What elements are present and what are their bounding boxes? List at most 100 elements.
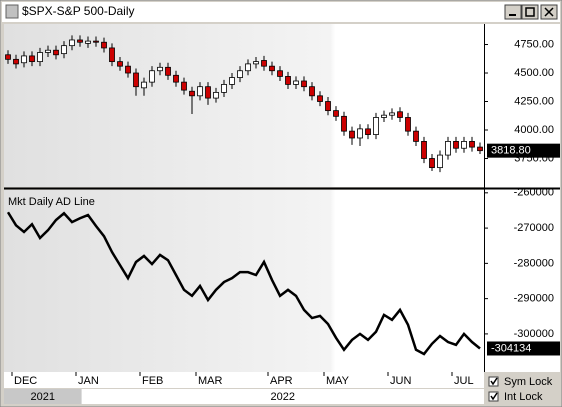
candle-body [389, 112, 395, 116]
ad-line [6, 211, 481, 356]
candle-body [221, 84, 227, 93]
candle-body [405, 117, 411, 132]
last-value-box [487, 341, 560, 356]
candle-body [301, 80, 307, 88]
candle-body [445, 141, 451, 156]
candle-body [341, 115, 347, 132]
x-tick-label: MAR [198, 375, 223, 387]
close-glyph [544, 7, 554, 17]
x-axis [4, 372, 484, 388]
ad-panel [4, 190, 484, 372]
candle-body [229, 77, 235, 85]
candle-body [93, 40, 99, 43]
candle-body [477, 146, 483, 152]
candle-body [117, 61, 123, 67]
x-tick-label: JUN [390, 375, 411, 387]
candle-body [197, 86, 203, 97]
candle-body [309, 86, 315, 97]
last-value-label: -304134 [491, 342, 531, 354]
candle-body [37, 52, 43, 63]
y-tick-label: -260000 [514, 187, 554, 199]
candle-body [5, 54, 11, 60]
candle-body [69, 39, 75, 47]
candle-body [397, 111, 403, 118]
candle-body [349, 130, 355, 139]
candle-body [453, 141, 459, 149]
title-bar [2, 2, 560, 22]
checkbox-label[interactable]: Int Lock [504, 391, 543, 403]
y-tick-label: -270000 [514, 222, 554, 234]
candle-body [77, 39, 83, 43]
candle-body [45, 49, 51, 53]
candle-body [61, 45, 67, 55]
x-tick-label: MAY [326, 375, 350, 387]
candle-body [189, 90, 195, 97]
candle-body [213, 91, 219, 99]
x-tick-label: JUL [454, 375, 474, 387]
check [490, 377, 498, 386]
candle-body [285, 76, 291, 85]
candle-body [381, 114, 387, 118]
x-tick-label: APR [270, 375, 293, 387]
candle-body [253, 61, 259, 65]
candle-body [173, 74, 179, 83]
candle-body [101, 41, 107, 49]
candle-body [429, 158, 435, 169]
candle-body [461, 141, 467, 149]
controls: Sym Lock Int Lock [488, 376, 553, 403]
year-label: 2021 [31, 391, 55, 403]
candle-body [317, 95, 323, 102]
candle-body [437, 154, 443, 169]
checkbox[interactable] [488, 391, 499, 402]
candle-body [85, 40, 91, 44]
maximize-glyph [525, 7, 535, 17]
year-band [4, 389, 82, 404]
checkbox-label[interactable]: Sym Lock [504, 376, 553, 388]
x-tick-label: FEB [142, 375, 163, 387]
candle-body [181, 81, 187, 91]
y-tick-label: -300000 [514, 328, 554, 340]
candle-body [413, 130, 419, 142]
candle-body [365, 128, 371, 135]
candle-body [261, 60, 267, 67]
candle-body [373, 117, 379, 135]
window-icon [5, 4, 19, 19]
minimize-button[interactable] [504, 4, 522, 20]
window-buttons[interactable] [504, 4, 558, 20]
candle-body [237, 70, 243, 78]
candle-body [325, 101, 331, 112]
x-tick-label: DEC [14, 375, 37, 387]
candle-body [333, 110, 339, 117]
candle-body [277, 70, 283, 77]
candle-body [269, 65, 275, 72]
candle-body [293, 80, 299, 85]
last-value-box [487, 143, 560, 158]
price-panel [4, 24, 484, 187]
checkbox[interactable] [488, 376, 499, 387]
year-label: 2022 [271, 391, 295, 403]
candle-body [53, 49, 59, 56]
candle-body [469, 141, 475, 148]
candle-body [141, 81, 147, 89]
check [490, 392, 498, 401]
y-tick-label: -280000 [514, 257, 554, 269]
maximize-button[interactable] [521, 4, 539, 20]
last-value-label: 3818.80 [491, 145, 531, 157]
x-tick-label: JAN [78, 375, 99, 387]
y-tick-label: 4500.00 [514, 67, 554, 79]
year-row [4, 389, 484, 404]
y-tick-label: 4750.00 [514, 38, 554, 50]
right-axis [484, 24, 560, 372]
candle-body [165, 66, 171, 76]
candle-body [421, 141, 427, 159]
y-tick-label: 4250.00 [514, 95, 554, 107]
y-tick-label: -290000 [514, 293, 554, 305]
candle-body [205, 86, 211, 99]
candle-body [245, 63, 251, 72]
window-title: $SPX-S&P 500-Daily [22, 4, 135, 18]
candle-body [109, 47, 115, 63]
candle-body [157, 66, 163, 72]
candle-body [21, 55, 27, 64]
